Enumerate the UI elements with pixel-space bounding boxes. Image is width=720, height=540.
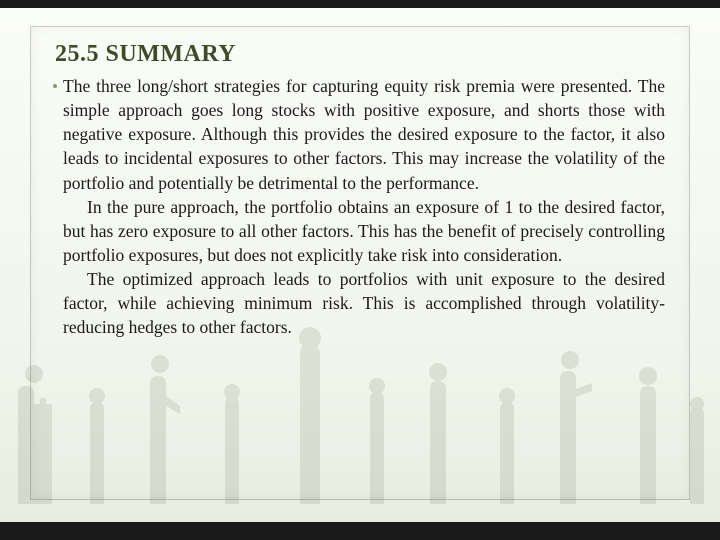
paragraph: The optimized approach leads to portfoli… [63, 267, 665, 339]
bullet-icon [53, 84, 57, 88]
page-number: 34 [10, 508, 22, 520]
slide: 25.5 SUMMARY The three long/short strate… [0, 0, 720, 540]
paragraph: In the pure approach, the portfolio obta… [63, 195, 665, 267]
paragraph: The three long/short strategies for capt… [63, 74, 665, 195]
slide-title: 25.5 SUMMARY [55, 41, 665, 68]
body-text: The three long/short strategies for capt… [55, 74, 665, 340]
content-frame: 25.5 SUMMARY The three long/short strate… [30, 26, 690, 500]
